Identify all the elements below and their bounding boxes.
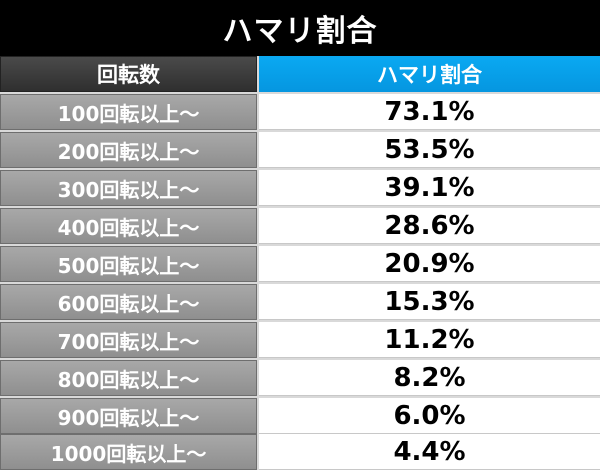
table-row: 400回転以上～ 28.6% [0,208,600,244]
rate-table: 回転数 ハマリ割合 100回転以上～ 73.1% 200回転以上～ 53.5% … [0,56,600,470]
table-row: 700回転以上～ 11.2% [0,322,600,358]
row-spins: 700回転以上～ [0,322,257,358]
row-rate: 20.9% [259,246,600,282]
row-rate: 11.2% [259,322,600,358]
row-rate: 73.1% [259,94,600,130]
row-rate: 15.3% [259,284,600,320]
table-row: 600回転以上～ 15.3% [0,284,600,320]
row-spins: 200回転以上～ [0,132,257,168]
row-rate: 39.1% [259,170,600,206]
row-spins: 900回転以上～ [0,398,257,434]
table-header: 回転数 ハマリ割合 [0,56,600,92]
row-spins: 100回転以上～ [0,94,257,130]
table-row: 1000回転以上～ 4.4% [0,434,600,470]
table-row: 300回転以上～ 39.1% [0,170,600,206]
table-row: 900回転以上～ 6.0% [0,398,600,434]
row-spins: 1000回転以上～ [0,434,257,470]
row-rate: 4.4% [259,434,600,470]
table-row: 500回転以上～ 20.9% [0,246,600,282]
row-rate: 8.2% [259,360,600,396]
row-spins: 300回転以上～ [0,170,257,206]
page-title: ハマリ割合 [0,0,600,56]
table-row: 100回転以上～ 73.1% [0,94,600,130]
header-rate: ハマリ割合 [259,56,600,92]
row-spins: 600回転以上～ [0,284,257,320]
row-rate: 6.0% [259,398,600,434]
table-row: 800回転以上～ 8.2% [0,360,600,396]
row-rate: 53.5% [259,132,600,168]
row-spins: 800回転以上～ [0,360,257,396]
row-rate: 28.6% [259,208,600,244]
row-spins: 500回転以上～ [0,246,257,282]
row-spins: 400回転以上～ [0,208,257,244]
header-spins: 回転数 [0,56,257,92]
table-row: 200回転以上～ 53.5% [0,132,600,168]
